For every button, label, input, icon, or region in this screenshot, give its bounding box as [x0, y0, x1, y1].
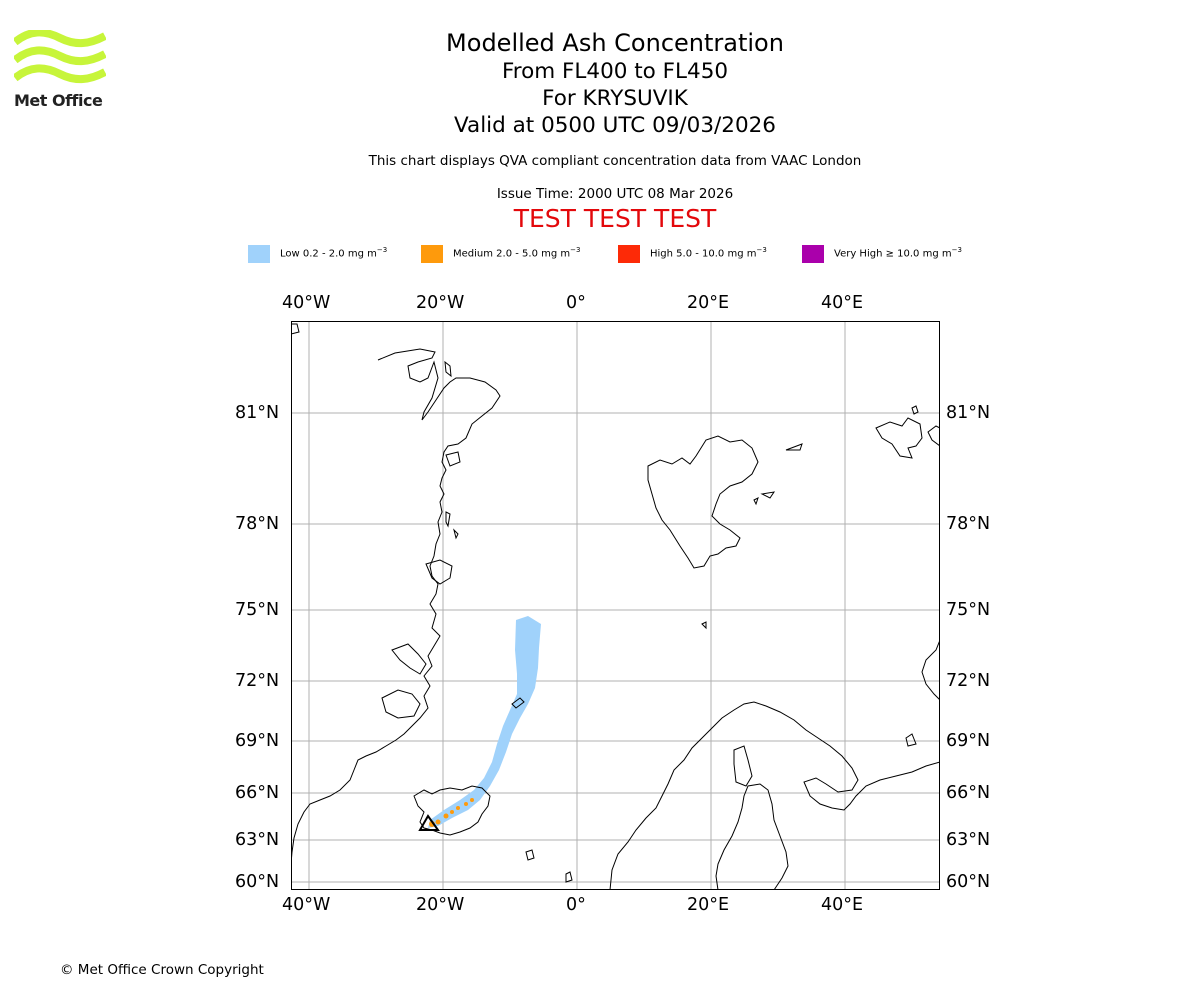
graticule: [291, 321, 940, 890]
lon-tick-bottom-20w: 20°W: [416, 895, 465, 915]
test-banner: TEST TEST TEST: [513, 204, 717, 233]
flight-level-range: From FL400 to FL450: [501, 59, 729, 84]
legend-label-high: High 5.0 - 10.0 mg m−3: [650, 246, 767, 260]
scandinavia-coast: [609, 701, 940, 890]
legend-label-medium: Medium 2.0 - 5.0 mg m−3: [453, 246, 581, 260]
chart-title-block: Modelled Ash Concentration From FL400 to…: [0, 28, 1200, 233]
volcano-marker-icon: [418, 814, 440, 831]
chart-subtitle: This chart displays QVA compliant concen…: [368, 153, 862, 169]
greenland-coast: [291, 348, 501, 865]
lat-tick-right-60n: 60°N: [946, 872, 991, 892]
legend-label-low: Low 0.2 - 2.0 mg m−3: [280, 246, 388, 260]
lat-tick-right-75n: 75°N: [946, 600, 991, 620]
lon-tick-top-40w: 40°W: [282, 293, 331, 313]
legend-swatch-low: [248, 245, 270, 263]
lat-tick-right-81n: 81°N: [946, 403, 991, 423]
lat-tick-left-81n: 81°N: [235, 403, 280, 423]
lon-tick-top-0: 0°: [566, 293, 586, 313]
coastlines: [291, 323, 940, 890]
met-office-logo: [12, 28, 107, 92]
lon-tick-top-20w: 20°W: [416, 293, 465, 313]
lat-tick-right-78n: 78°N: [946, 514, 991, 534]
lat-tick-left-60n: 60°N: [235, 872, 280, 892]
volcano-name: For KRYSUVIK: [542, 86, 688, 111]
lat-tick-left-75n: 75°N: [235, 600, 280, 620]
svalbard-coast: [647, 435, 759, 569]
legend-label-very-high: Very High ≥ 10.0 mg m−3: [834, 246, 962, 260]
met-office-wordmark: Met Office: [14, 91, 103, 110]
valid-time: Valid at 0500 UTC 09/03/2026: [453, 113, 776, 138]
lat-tick-right-66n: 66°N: [946, 783, 991, 803]
lat-tick-left-63n: 63°N: [235, 830, 280, 850]
lon-tick-bottom-40w: 40°W: [282, 895, 331, 915]
legend-swatch-very-high: [802, 245, 824, 263]
lat-tick-left-72n: 72°N: [235, 671, 280, 691]
legend-swatch-high: [618, 245, 640, 263]
lon-tick-bottom-0: 0°: [566, 895, 586, 915]
issue-time: Issue Time: 2000 UTC 08 Mar 2026: [496, 186, 734, 202]
lon-tick-bottom-40e: 40°E: [821, 895, 864, 915]
lat-tick-right-69n: 69°N: [946, 731, 991, 751]
lat-tick-right-63n: 63°N: [946, 830, 991, 850]
copyright-notice: © Met Office Crown Copyright: [60, 962, 264, 978]
legend-swatch-medium: [421, 245, 443, 263]
ash-plume-medium: [429, 798, 474, 827]
met-office-wave-icon: [12, 28, 107, 83]
lat-tick-right-72n: 72°N: [946, 671, 991, 691]
map-frame: [291, 321, 940, 890]
lat-tick-left-69n: 69°N: [235, 731, 280, 751]
lon-tick-top-20e: 20°E: [687, 293, 730, 313]
map-panel: [291, 321, 940, 890]
ash-plume-low: [428, 616, 541, 828]
lat-tick-left-78n: 78°N: [235, 514, 280, 534]
lat-tick-left-66n: 66°N: [235, 783, 280, 803]
lon-tick-top-40e: 40°E: [821, 293, 864, 313]
lon-tick-bottom-20e: 20°E: [687, 895, 730, 915]
chart-title: Modelled Ash Concentration: [446, 29, 784, 57]
